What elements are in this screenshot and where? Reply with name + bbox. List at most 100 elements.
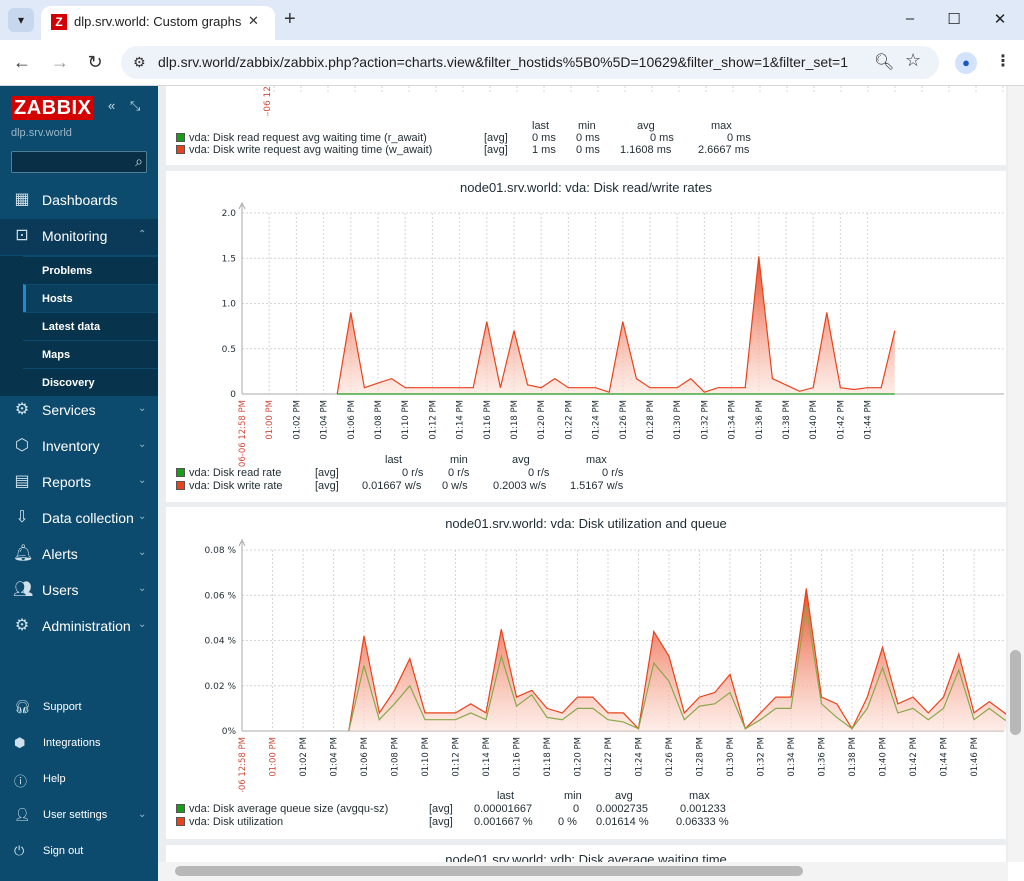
minimize-icon[interactable]: – <box>905 10 915 27</box>
menu-services[interactable]: ⚙ Services ⌄ <box>0 393 158 429</box>
back-arrow-icon[interactable]: ← <box>13 52 31 72</box>
x-tick-label: 01:36 PM <box>755 400 765 440</box>
x-tick-label: 01:46 PM <box>970 737 980 777</box>
legend-swatch <box>176 804 185 813</box>
legend-max: 0 ms <box>727 132 751 144</box>
search-icon[interactable]: ⌕ <box>135 153 143 169</box>
forward-arrow-icon[interactable]: → <box>51 52 69 72</box>
x-tick-label: 01:22 PM <box>604 737 614 777</box>
maximize-icon[interactable]: ☐ <box>947 11 961 28</box>
x-tick-label: 01:42 PM <box>909 737 919 777</box>
y-tick-label: 0% <box>222 727 237 737</box>
zabbix-logo[interactable]: ZABBIX <box>11 96 95 120</box>
user-settings-icon: 👤︎ <box>14 807 31 822</box>
menu-inventory[interactable]: ⬡ Inventory ⌄ <box>0 429 158 465</box>
profile-icon[interactable]: ● <box>955 52 977 74</box>
menu-label: Data collection <box>42 510 134 526</box>
menu-label: Administration <box>42 618 131 634</box>
x-tick-label: 01:18 PM <box>510 400 520 440</box>
legend-name: vda: Disk read rate <box>189 467 282 479</box>
x-tick-label: 01:34 PM <box>787 737 797 777</box>
url-bar[interactable]: ⚙ dlp.srv.world/zabbix/zabbix.php?action… <box>121 46 939 79</box>
x-tick-label: 01:04 PM <box>330 737 340 777</box>
submenu-problems[interactable]: Problems <box>23 256 158 284</box>
x-tick-label: 01:08 PM <box>391 737 401 777</box>
main-content: 06-06 12 last min avg max vda: Disk read… <box>158 86 1008 862</box>
chevron-down-icon: ⌄ <box>138 475 147 486</box>
menu-administration[interactable]: ⚙ Administration ⌄ <box>0 609 158 645</box>
reload-icon[interactable]: ↻ <box>87 52 103 72</box>
zoom-icon[interactable]: 🔍︎ <box>874 54 895 71</box>
menu-label: Integrations <box>43 737 101 749</box>
x-tick-label: 01:32 PM <box>700 400 710 440</box>
menu-monitoring[interactable]: ⊡ Monitoring ⌃ <box>0 219 158 255</box>
menu-reports[interactable]: ▤ Reports ⌄ <box>0 465 158 501</box>
address-toolbar: ← → ↻ ⚙ dlp.srv.world/zabbix/zabbix.php?… <box>0 40 1024 86</box>
close-icon[interactable]: ✕ <box>248 13 259 28</box>
legend-last: 0 r/s <box>402 467 424 479</box>
legend-header-min: min <box>578 120 596 132</box>
x-tick-label: 01:30 PM <box>673 400 683 440</box>
x-tick-label: 01:42 PM <box>836 400 846 440</box>
menu-users[interactable]: 👥︎ Users ⌄ <box>0 573 158 609</box>
legend-swatch <box>176 817 185 826</box>
menu-integrations[interactable]: ⬢ Integrations <box>0 726 158 762</box>
x-tick-label: 01:26 PM <box>619 400 629 440</box>
collapse-sidebar-icon[interactable]: « <box>108 98 116 113</box>
legend-func: [avg] <box>484 144 508 156</box>
tune-icon[interactable]: ⚙ <box>133 54 146 70</box>
legend-max: 1.5167 w/s <box>570 480 624 492</box>
menu-sign-out[interactable]: ⏻ Sign out <box>0 834 158 870</box>
legend-min: 0 <box>573 803 580 815</box>
vertical-scrollbar-thumb[interactable] <box>1010 650 1021 735</box>
support-icon: 🎧︎ <box>14 699 31 714</box>
more-vert-icon[interactable]: ⋮ <box>995 53 1011 70</box>
star-icon[interactable]: ☆ <box>905 50 922 70</box>
search-input[interactable]: ⌕ <box>11 151 147 173</box>
legend-last: 0.00001667 <box>474 803 533 815</box>
x-tick-label: 01:20 PM <box>574 737 584 777</box>
x-tick-label: 01:06 PM <box>360 737 370 777</box>
submenu-maps[interactable]: Maps <box>23 340 158 368</box>
menu-label: Reports <box>42 474 92 490</box>
menu-support[interactable]: 🎧︎ Support <box>0 690 158 726</box>
submenu-discovery[interactable]: Discovery <box>23 368 158 396</box>
x-tick-label: 01:10 PM <box>401 400 411 440</box>
plus-icon[interactable]: + <box>284 8 296 30</box>
submenu-hosts[interactable]: Hosts <box>23 284 158 312</box>
administration-icon: ⚙ <box>14 617 30 634</box>
x-tick-label: 01:38 PM <box>782 400 792 440</box>
x-tick-label: 01:16 PM <box>483 400 493 440</box>
menu-data-collection[interactable]: ⇩ Data collection ⌄ <box>0 501 158 537</box>
legend-row-write-rate: vda: Disk write rate <box>176 480 283 492</box>
menu-alerts[interactable]: 🔔︎ Alerts ⌄ <box>0 537 158 573</box>
chevron-down-icon[interactable]: ▾ <box>8 8 34 32</box>
legend-last: 0 ms <box>532 132 556 144</box>
legend-header-max: max <box>689 790 710 802</box>
window-close-icon[interactable]: ✕ <box>993 11 1007 28</box>
series-line <box>348 588 1006 732</box>
menu-help[interactable]: ⓘ Help <box>0 762 158 798</box>
menu-dashboards[interactable]: ▦ Dashboards <box>0 183 158 219</box>
menu-user-settings[interactable]: 👤︎ User settings ⌄ <box>0 798 158 834</box>
horizontal-scrollbar-thumb[interactable] <box>175 866 803 876</box>
legend-last: 1 ms <box>532 144 556 156</box>
legend-header-max: max <box>711 120 732 132</box>
legend-row-utilization: vda: Disk utilization <box>176 816 283 828</box>
menu-label: Help <box>43 773 66 785</box>
y-tick-label: 0.02 % <box>205 682 237 692</box>
submenu-latest-data[interactable]: Latest data <box>23 312 158 340</box>
vertical-scrollbar[interactable] <box>1008 86 1024 862</box>
legend-func: [avg] <box>315 480 339 492</box>
graph-panel-utilization: node01.srv.world: vda: Disk utilization … <box>166 507 1006 839</box>
chevron-down-icon: ⌄ <box>138 583 147 594</box>
legend-header-last: last <box>497 790 515 802</box>
legend-header-avg: avg <box>615 790 633 802</box>
kiosk-mode-icon[interactable]: ⤡ <box>130 98 141 113</box>
legend-row-queue: vda: Disk average queue size (avgqu-sz) <box>176 803 388 815</box>
browser-tab[interactable]: Z dlp.srv.world: Custom graphs ✕ <box>41 6 275 40</box>
y-tick-label: 0.5 <box>222 345 236 355</box>
legend-min: 0 r/s <box>448 467 470 479</box>
url-text[interactable]: dlp.srv.world/zabbix/zabbix.php?action=c… <box>158 54 849 70</box>
graph-title: node01.srv.world: vda: Disk read/write r… <box>460 180 712 195</box>
